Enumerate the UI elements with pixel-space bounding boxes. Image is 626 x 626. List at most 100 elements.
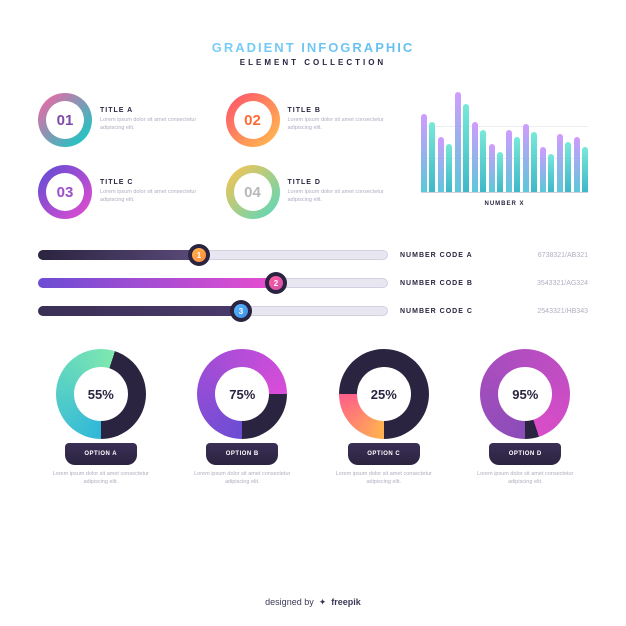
- donut-percent: 25%: [357, 367, 411, 421]
- bar: [540, 147, 546, 192]
- donut-percent: 95%: [498, 367, 552, 421]
- footer-logo: freepik: [331, 597, 361, 607]
- circle-ring-icon: 04: [226, 165, 280, 219]
- donut-item: 75% OPTION B Lorem ipsum dolor sit amet co…: [180, 349, 306, 486]
- circle-ring-icon: 03: [38, 165, 92, 219]
- bar-pair: [506, 130, 520, 192]
- bar-pair: [574, 137, 588, 192]
- circle-title: TITLE B: [288, 107, 394, 114]
- donut-percent: 75%: [215, 367, 269, 421]
- slider-knob[interactable]: 2: [265, 272, 287, 294]
- donut-label: OPTION D: [489, 443, 561, 465]
- circle-number: 04: [234, 173, 272, 211]
- header: GRADIENT INFOGRAPHIC ELEMENT COLLECTION: [38, 40, 588, 67]
- circle-title: TITLE C: [100, 179, 206, 186]
- slider-fill: [38, 306, 241, 316]
- circle-lorem: Lorem ipsum dolor sit amet consectetur a…: [100, 189, 206, 204]
- sliders: 1 NUMBER CODE A 6738321/AB321 2 NUMBER CODE …: [38, 247, 588, 319]
- bar-pair: [523, 124, 537, 192]
- slider-label: NUMBER CODE A: [400, 252, 490, 259]
- donut-chart: 55%: [56, 349, 146, 439]
- bar: [421, 114, 427, 192]
- donuts: 55% OPTION A Lorem ipsum dolor sit amet co…: [38, 349, 588, 486]
- bar: [429, 122, 435, 192]
- slider-code: 6738321/AB321: [502, 252, 588, 259]
- page-title: GRADIENT INFOGRAPHIC: [38, 40, 588, 55]
- circle-lorem: Lorem ipsum dolor sit amet consectetur a…: [288, 189, 394, 204]
- donut-lorem: Lorem ipsum dolor sit amet consectetur a…: [321, 471, 447, 486]
- circle-ring-icon: 02: [226, 93, 280, 147]
- donut-chart: 75%: [197, 349, 287, 439]
- bar: [438, 137, 444, 192]
- bar: [472, 122, 478, 192]
- footer-credit: designed by ✦ freepik: [0, 597, 626, 608]
- slider-knob[interactable]: 1: [188, 244, 210, 266]
- slider-fill: [38, 278, 276, 288]
- slider-label: NUMBER CODE C: [400, 308, 490, 315]
- bar-chart: NUMBER X: [421, 93, 588, 219]
- slider-code: 2543321/HB343: [502, 308, 588, 315]
- bar-pair: [472, 122, 486, 192]
- bar: [446, 144, 452, 192]
- slider-row: 3 NUMBER CODE C 2543321/HB343: [38, 303, 588, 319]
- bar: [463, 104, 469, 192]
- bar-pair: [540, 147, 554, 192]
- circle-number: 02: [234, 101, 272, 139]
- circles-grid: 01 TITLE A Lorem ipsum dolor sit amet cons…: [38, 93, 393, 219]
- donut-label: OPTION A: [65, 443, 137, 465]
- donut-item: 25% OPTION C Lorem ipsum dolor sit amet co…: [321, 349, 447, 486]
- bar: [506, 130, 512, 192]
- bar-pair: [421, 114, 435, 192]
- donut-percent: 55%: [74, 367, 128, 421]
- circle-item: 02 TITLE B Lorem ipsum dolor sit amet cons…: [226, 93, 394, 147]
- bar-pair: [438, 137, 452, 192]
- bar: [523, 124, 529, 192]
- circle-title: TITLE A: [100, 107, 206, 114]
- slider-fill: [38, 250, 199, 260]
- bar: [497, 152, 503, 192]
- top-row: 01 TITLE A Lorem ipsum dolor sit amet cons…: [38, 93, 588, 219]
- slider-track[interactable]: 2: [38, 275, 388, 291]
- bar-chart-bars: [421, 93, 588, 193]
- bar: [480, 130, 486, 192]
- bar: [565, 142, 571, 192]
- page-subtitle: ELEMENT COLLECTION: [38, 58, 588, 67]
- circle-lorem: Lorem ipsum dolor sit amet consectetur a…: [288, 117, 394, 132]
- bar-pair: [455, 92, 469, 192]
- donut-label: OPTION B: [206, 443, 278, 465]
- donut-chart: 25%: [339, 349, 429, 439]
- bar-pair: [489, 144, 503, 192]
- slider-row: 2 NUMBER CODE B 3543321/AG324: [38, 275, 588, 291]
- bar: [557, 134, 563, 192]
- donut-lorem: Lorem ipsum dolor sit amet consectetur a…: [180, 471, 306, 486]
- donut-lorem: Lorem ipsum dolor sit amet consectetur a…: [38, 471, 164, 486]
- bar: [574, 137, 580, 192]
- circle-number: 01: [46, 101, 84, 139]
- donut-item: 95% OPTION D Lorem ipsum dolor sit amet co…: [463, 349, 589, 486]
- bar: [582, 147, 588, 192]
- circle-ring-icon: 01: [38, 93, 92, 147]
- slider-code: 3543321/AG324: [502, 280, 588, 287]
- slider-label: NUMBER CODE B: [400, 280, 490, 287]
- bar: [531, 132, 537, 192]
- footer-prefix: designed by: [265, 597, 314, 607]
- slider-knob[interactable]: 3: [230, 300, 252, 322]
- circle-title: TITLE D: [288, 179, 394, 186]
- donut-label: OPTION C: [348, 443, 420, 465]
- slider-track[interactable]: 1: [38, 247, 388, 263]
- slider-row: 1 NUMBER CODE A 6738321/AB321: [38, 247, 588, 263]
- circle-item: 01 TITLE A Lorem ipsum dolor sit amet cons…: [38, 93, 206, 147]
- donut-item: 55% OPTION A Lorem ipsum dolor sit amet co…: [38, 349, 164, 486]
- donut-chart: 95%: [480, 349, 570, 439]
- slider-track[interactable]: 3: [38, 303, 388, 319]
- bar: [548, 154, 554, 192]
- circle-number: 03: [46, 173, 84, 211]
- circle-lorem: Lorem ipsum dolor sit amet consectetur a…: [100, 117, 206, 132]
- bar-chart-label: NUMBER X: [421, 201, 588, 207]
- circle-item: 03 TITLE C Lorem ipsum dolor sit amet cons…: [38, 165, 206, 219]
- donut-lorem: Lorem ipsum dolor sit amet consectetur a…: [463, 471, 589, 486]
- circle-item: 04 TITLE D Lorem ipsum dolor sit amet cons…: [226, 165, 394, 219]
- bar: [514, 137, 520, 192]
- bar: [489, 144, 495, 192]
- bar-pair: [557, 134, 571, 192]
